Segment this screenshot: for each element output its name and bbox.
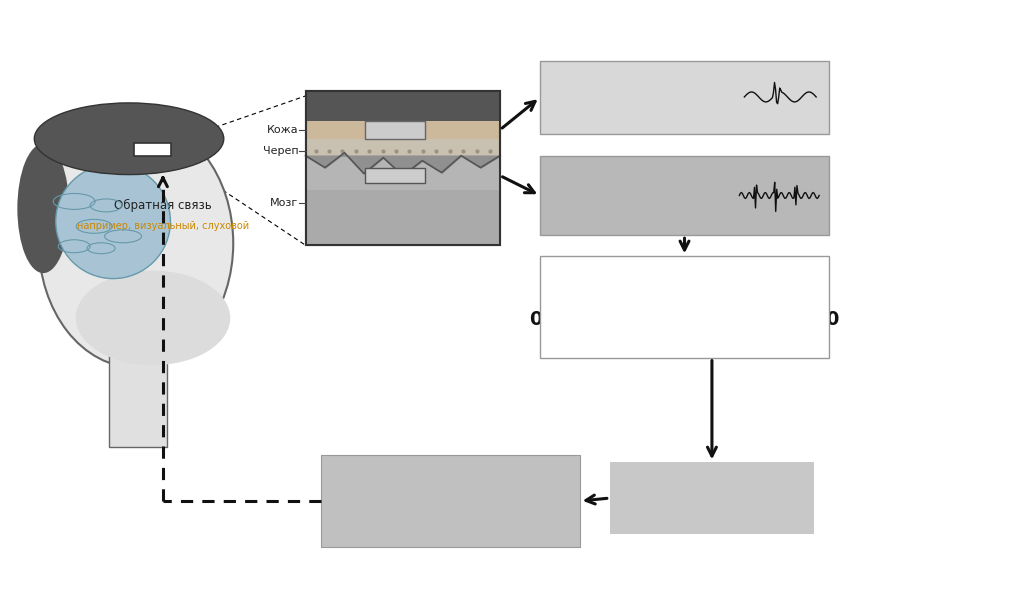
Text: например, визуальный, слуховой: например, визуальный, слуховой [77,221,249,231]
Text: Обработка сигналов: Обработка сигналов [636,491,788,505]
Text: Кожа: Кожа [267,125,298,135]
Text: например, инвалидная коляска или: например, инвалидная коляска или [333,492,519,502]
Text: курсор на экране или протез: курсор на экране или протез [333,522,546,536]
Bar [305,91,500,246]
Bar [320,455,579,547]
Bar [365,121,426,139]
Bar [540,156,829,235]
Bar [305,91,500,246]
Bar [365,168,426,183]
Ellipse shape [34,103,223,174]
Text: Инвазивный: Инвазивный [552,169,629,182]
Text: регистрирующий электрод: регистрирующий электрод [552,206,752,221]
Bar [540,61,829,134]
Text: 001001110001110101011110: 001001110001110101011110 [530,310,840,329]
Ellipse shape [17,144,69,273]
Bar [305,162,500,173]
Ellipse shape [56,164,171,279]
Bar [109,343,167,447]
Bar [305,190,500,246]
Ellipse shape [38,119,234,368]
Bar [305,156,500,246]
Text: Мозг: Мозг [270,199,298,208]
Bar [540,256,829,358]
Bar [305,156,500,193]
Ellipse shape [76,270,231,365]
Bar [305,91,500,121]
Text: Неинвазивный: Неинвазивный [552,72,643,85]
Bar [305,121,500,139]
Bar [305,139,500,162]
Text: Череп: Череп [263,146,298,156]
Text: Управление внешними устройствами: Управление внешними устройствами [333,468,566,482]
Bar [134,143,171,156]
Text: Оцифрованный: Оцифрованный [636,272,733,285]
Bar [610,462,814,534]
Text: регистрирующий электрод: регистрирующий электрод [552,105,752,119]
Text: Обратная связь: Обратная связь [114,199,212,212]
